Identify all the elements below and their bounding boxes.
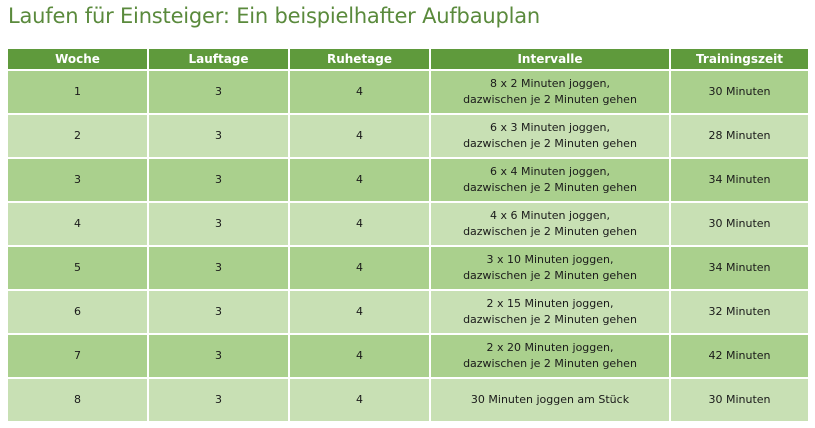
intervalle-line: 2 x 20 Minuten joggen, — [486, 341, 614, 354]
cell-ruhetage: 4 — [290, 203, 429, 245]
cell-woche: 8 — [8, 379, 147, 421]
cell-trainingszeit: 32 Minuten — [671, 291, 808, 333]
intervalle-line: dazwischen je 2 Minuten gehen — [463, 181, 637, 194]
column-header-trainingszeit: Trainingszeit — [671, 49, 808, 69]
cell-woche: 2 — [8, 115, 147, 157]
cell-ruhetage: 4 — [290, 291, 429, 333]
cell-lauftage: 3 — [149, 379, 288, 421]
cell-intervalle: 6 x 3 Minuten joggen, dazwischen je 2 Min… — [431, 115, 669, 157]
training-plan-table: Woche Lauftage Ruhetage Intervalle Train… — [6, 47, 810, 423]
cell-woche: 1 — [8, 71, 147, 113]
cell-intervalle: 6 x 4 Minuten joggen, dazwischen je 2 Min… — [431, 159, 669, 201]
cell-intervalle: 4 x 6 Minuten joggen, dazwischen je 2 Min… — [431, 203, 669, 245]
table-header-row: Woche Lauftage Ruhetage Intervalle Train… — [8, 49, 808, 69]
cell-intervalle: 3 x 10 Minuten joggen, dazwischen je 2 Mi… — [431, 247, 669, 289]
cell-trainingszeit: 34 Minuten — [671, 159, 808, 201]
intervalle-line: 6 x 3 Minuten joggen, — [489, 121, 611, 134]
cell-ruhetage: 4 — [290, 71, 429, 113]
cell-woche: 3 — [8, 159, 147, 201]
intervalle-line: 8 x 2 Minuten joggen, — [489, 77, 611, 90]
cell-ruhetage: 4 — [290, 247, 429, 289]
cell-intervalle: 2 x 20 Minuten joggen, dazwischen je 2 Mi… — [431, 335, 669, 377]
cell-intervalle: 2 x 15 Minuten joggen, dazwischen je 2 Mi… — [431, 291, 669, 333]
cell-intervalle: 30 Minuten joggen am Stück — [431, 379, 669, 421]
intervalle-line: 30 Minuten joggen am Stück — [470, 393, 630, 406]
intervalle-line: 2 x 15 Minuten joggen, — [486, 297, 614, 310]
cell-trainingszeit: 28 Minuten — [671, 115, 808, 157]
intervalle-line: dazwischen je 2 Minuten gehen — [463, 93, 637, 106]
cell-lauftage: 3 — [149, 203, 288, 245]
cell-woche: 7 — [8, 335, 147, 377]
cell-woche: 5 — [8, 247, 147, 289]
cell-lauftage: 3 — [149, 291, 288, 333]
intervalle-line: 3 x 10 Minuten joggen, — [486, 253, 614, 266]
column-header-lauftage: Lauftage — [149, 49, 288, 69]
page-title: Laufen für Einsteiger: Ein beispielhafte… — [8, 4, 541, 28]
column-header-woche: Woche — [8, 49, 147, 69]
cell-woche: 6 — [8, 291, 147, 333]
intervalle-line: 6 x 4 Minuten joggen, — [489, 165, 611, 178]
intervalle-line: dazwischen je 2 Minuten gehen — [463, 225, 637, 238]
intervalle-line: dazwischen je 2 Minuten gehen — [463, 313, 637, 326]
column-header-ruhetage: Ruhetage — [290, 49, 429, 69]
cell-ruhetage: 4 — [290, 115, 429, 157]
cell-trainingszeit: 30 Minuten — [671, 379, 808, 421]
intervalle-line: dazwischen je 2 Minuten gehen — [463, 357, 637, 370]
cell-ruhetage: 4 — [290, 159, 429, 201]
cell-intervalle: 8 x 2 Minuten joggen, dazwischen je 2 Min… — [431, 71, 669, 113]
cell-trainingszeit: 42 Minuten — [671, 335, 808, 377]
cell-trainingszeit: 30 Minuten — [671, 71, 808, 113]
cell-lauftage: 3 — [149, 71, 288, 113]
cell-lauftage: 3 — [149, 159, 288, 201]
intervalle-line: dazwischen je 2 Minuten gehen — [463, 137, 637, 150]
column-header-intervalle: Intervalle — [431, 49, 669, 69]
table-row: 8 3 4 30 Minuten joggen am Stück 30 Minuten — [8, 379, 808, 421]
cell-lauftage: 3 — [149, 335, 288, 377]
cell-ruhetage: 4 — [290, 335, 429, 377]
cell-trainingszeit: 34 Minuten — [671, 247, 808, 289]
cell-ruhetage: 4 — [290, 379, 429, 421]
cell-trainingszeit: 30 Minuten — [671, 203, 808, 245]
intervalle-line: dazwischen je 2 Minuten gehen — [463, 269, 637, 282]
cell-woche: 4 — [8, 203, 147, 245]
intervalle-line: 4 x 6 Minuten joggen, — [489, 209, 611, 222]
cell-lauftage: 3 — [149, 115, 288, 157]
cell-lauftage: 3 — [149, 247, 288, 289]
